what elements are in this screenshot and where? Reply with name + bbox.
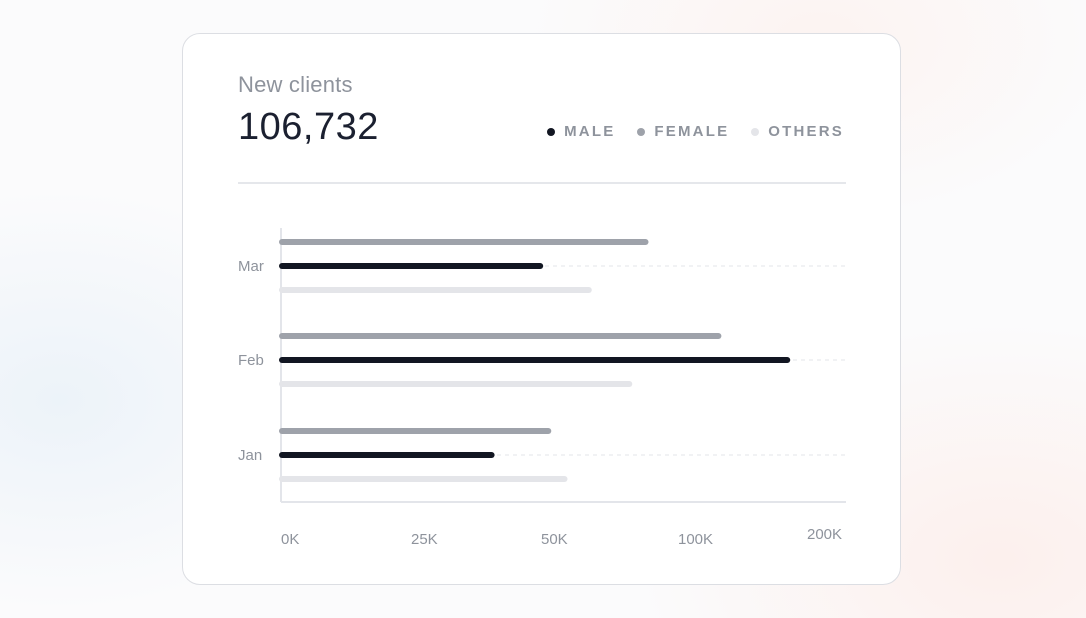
legend-label-female: FEMALE	[654, 123, 730, 140]
x-tick-label-0k: 0K	[281, 531, 299, 548]
legend-label-others: OTHERS	[768, 123, 844, 140]
card-title: New clients	[238, 72, 353, 97]
total-clients-value: 106,732	[238, 106, 379, 148]
y-tick-label-mar: Mar	[238, 258, 264, 275]
chart-legend: MALE FEMALE OTHERS	[547, 123, 844, 140]
x-tick-label-50k: 50K	[541, 531, 568, 548]
legend-item-male: MALE	[547, 123, 615, 140]
new-clients-card: New clients 106,732 MALE FEMALE OTHERS M…	[182, 33, 901, 585]
clients-bar-chart: Mar Feb Jan 0K 25K 50K 100K 200K	[238, 228, 846, 548]
legend-label-male: MALE	[564, 123, 616, 140]
x-tick-label-200k: 200K	[807, 526, 842, 543]
legend-dot-others	[751, 127, 760, 136]
legend-item-others: OTHERS	[751, 123, 844, 140]
legend-item-female: FEMALE	[637, 123, 729, 140]
y-tick-label-jan: Jan	[238, 447, 262, 464]
x-tick-label-25k: 25K	[411, 531, 438, 548]
header-divider	[238, 182, 846, 184]
y-tick-label-feb: Feb	[238, 352, 264, 369]
legend-dot-female	[637, 127, 646, 136]
legend-dot-male	[547, 127, 556, 136]
x-tick-label-100k: 100K	[678, 531, 713, 548]
